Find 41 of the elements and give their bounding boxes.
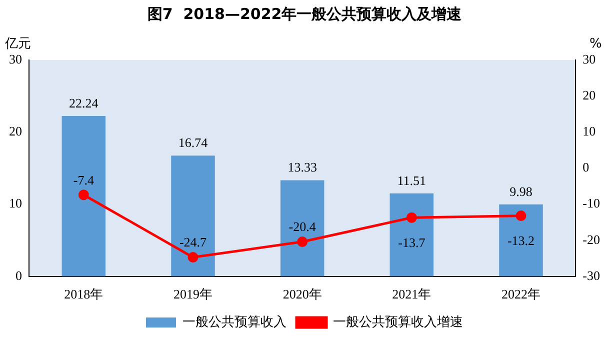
x-tick-label: 2018年 bbox=[64, 286, 104, 302]
legend-label: 一般公共预算收入增速 bbox=[333, 314, 463, 330]
y-tick-label: 30 bbox=[9, 51, 22, 66]
bar bbox=[171, 156, 215, 276]
point bbox=[297, 236, 308, 248]
bar bbox=[499, 204, 543, 276]
point bbox=[516, 210, 526, 222]
y2-tick-label: 20 bbox=[582, 87, 596, 102]
data-label: -13.7 bbox=[398, 235, 426, 250]
legend-label: 一般公共预算收入 bbox=[182, 314, 286, 330]
y2-tick-label: -20 bbox=[582, 232, 600, 247]
data-label: 11.51 bbox=[397, 172, 426, 188]
data-label: -7.4 bbox=[73, 172, 94, 188]
bar bbox=[280, 180, 324, 276]
y2-axis-title: % bbox=[589, 36, 602, 52]
y2-tick-label: -10 bbox=[582, 196, 600, 211]
point bbox=[78, 190, 89, 200]
x-tick-label: 2021年 bbox=[392, 286, 432, 302]
y2-tick-label: -30 bbox=[582, 268, 600, 283]
y-tick-label: 10 bbox=[9, 196, 22, 211]
x-tick-label: 2020年 bbox=[282, 286, 322, 302]
y-axis-title: 亿元 bbox=[4, 36, 31, 52]
data-label: -20.4 bbox=[288, 219, 316, 234]
chart-title: 图7 2018—2022年一般公共预算收入及增速 bbox=[147, 4, 463, 23]
bar bbox=[390, 193, 434, 276]
x-tick-label: 2019年 bbox=[174, 286, 212, 302]
y-tick-label: 20 bbox=[9, 124, 22, 139]
y2-tick-label: 0 bbox=[582, 160, 590, 175]
bar bbox=[62, 116, 106, 276]
x-tick-label: 2022年 bbox=[502, 286, 541, 302]
y2-tick-label: 30 bbox=[582, 51, 596, 66]
y-tick-label: 0 bbox=[16, 268, 22, 283]
data-label: 16.74 bbox=[178, 135, 208, 150]
data-label: 9.98 bbox=[510, 184, 532, 199]
data-label: -13.2 bbox=[507, 233, 535, 248]
point bbox=[188, 252, 198, 263]
data-label: 22.24 bbox=[69, 95, 99, 110]
point bbox=[406, 212, 417, 223]
y2-tick-label: 10 bbox=[582, 124, 596, 139]
data-label: 13.33 bbox=[288, 160, 317, 175]
data-label: -24.7 bbox=[179, 234, 208, 250]
